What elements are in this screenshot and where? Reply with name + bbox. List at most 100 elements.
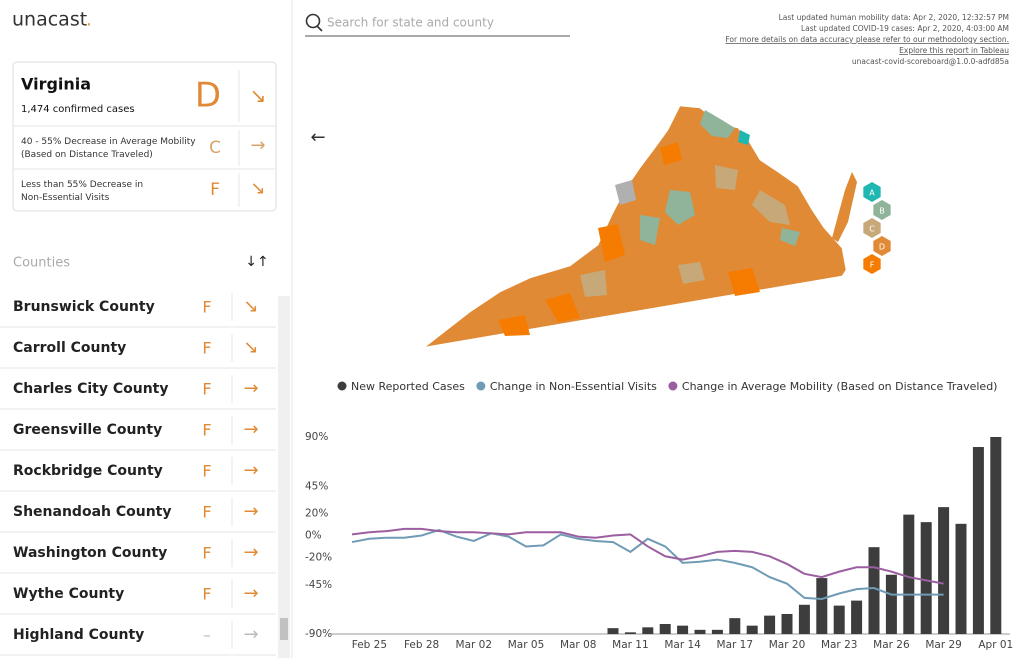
sort-button[interactable]: ↓↑ (245, 254, 268, 270)
county-trend: → (243, 501, 258, 522)
scrollbar[interactable] (278, 296, 290, 658)
bar (642, 627, 654, 634)
bar (955, 523, 967, 634)
metric-grade: C (209, 138, 221, 158)
region (715, 165, 738, 190)
county-trend: → (243, 542, 258, 563)
region (615, 180, 636, 205)
county-grade: F (202, 544, 211, 563)
search-input[interactable]: Search for state and county (327, 16, 494, 30)
county-grade: F (202, 380, 211, 399)
x-tick-label: Mar 23 (821, 639, 858, 651)
county-name[interactable]: Charles City County (13, 381, 169, 397)
state-name: Virginia (21, 75, 91, 94)
chart-legend: New Reported Cases Change in Non-Essentia… (337, 380, 998, 393)
scroll-thumb[interactable] (280, 618, 288, 640)
region (545, 293, 580, 322)
bar (764, 615, 776, 634)
legend-label: B (879, 207, 885, 216)
x-tick-label: Feb 25 (352, 639, 387, 651)
region (752, 190, 790, 225)
search-icon (316, 25, 323, 32)
region (660, 142, 682, 165)
y-tick-label: -45% (305, 579, 332, 591)
legend-marker (476, 381, 486, 391)
legend-label: A (869, 189, 875, 198)
bar (677, 625, 689, 634)
county-name[interactable]: Wythe County (13, 586, 124, 602)
back-button[interactable]: ← (310, 127, 325, 148)
info: Last updated human mobility data: Apr 2,… (725, 13, 1009, 66)
bar (816, 578, 828, 634)
bar (659, 623, 671, 634)
eastern-shore (832, 172, 857, 242)
x-tick-label: Mar 08 (560, 639, 597, 651)
county-trend: → (243, 583, 258, 604)
bar (729, 618, 741, 634)
region (728, 268, 760, 296)
state-trend: ↘ (250, 84, 267, 108)
x-tick-label: Mar 14 (664, 639, 701, 651)
logo: unacast (12, 9, 87, 31)
bar (746, 625, 758, 634)
bar (833, 605, 845, 634)
bar (972, 447, 984, 634)
bar (798, 604, 810, 634)
county-trend: ↘ (243, 296, 258, 317)
metric-grade: F (210, 180, 220, 200)
legend-label: Change in Average Mobility (Based on Dis… (682, 380, 998, 393)
x-tick-label: Mar 05 (508, 639, 545, 651)
state-grade: D (195, 76, 221, 116)
bar (868, 547, 880, 634)
map (424, 105, 857, 348)
legend-label: D (879, 243, 885, 252)
counties-title: Counties (13, 256, 70, 271)
x-tick-label: Mar 29 (925, 639, 962, 651)
bar (607, 628, 619, 634)
bar (903, 514, 915, 634)
legend-marker (337, 381, 347, 391)
line (351, 528, 944, 600)
x-tick-label: Mar 26 (873, 639, 910, 651)
legend-label: Change in Non-Essential Visits (490, 380, 657, 393)
line (351, 527, 944, 585)
county-name[interactable]: Carroll County (13, 340, 126, 356)
x-tick-label: Feb 28 (404, 639, 439, 651)
y-tick-label: 45% (305, 480, 328, 492)
county-name[interactable]: Shenandoah County (13, 504, 172, 520)
legend-marker (668, 381, 678, 391)
y-tick-label: 90% (305, 431, 328, 443)
county-grade: F (202, 462, 211, 481)
x-tick-label: Mar 20 (769, 639, 806, 651)
metric-label: 40 - 55% Decrease in Average Mobility (Ba… (21, 137, 196, 160)
county-name[interactable]: Highland County (13, 627, 144, 643)
legend-label: New Reported Cases (351, 380, 465, 393)
bar (781, 613, 793, 634)
county-name[interactable]: Rockbridge County (13, 463, 163, 479)
x-tick-label: Apr 01 (978, 639, 1013, 651)
info-line: Last updated COVID-19 cases: Apr 2, 2020… (801, 24, 1009, 33)
region (598, 224, 625, 262)
county-grade: F (202, 585, 211, 604)
legend-hex (863, 182, 881, 202)
bar (851, 600, 863, 634)
bar (920, 522, 932, 634)
x-tick-label: Mar 02 (456, 639, 493, 651)
metric-trend: → (250, 135, 265, 156)
region (665, 190, 695, 225)
bar (694, 629, 706, 634)
county-trend: → (243, 419, 258, 440)
county-name[interactable]: Brunswick County (13, 299, 155, 315)
legend-label: C (869, 225, 875, 234)
county-name[interactable]: Washington County (13, 545, 167, 561)
bar (938, 507, 950, 634)
info-line: Last updated human mobility data: Apr 2,… (779, 13, 1009, 22)
county-trend: → (243, 460, 258, 481)
county-trend: → (243, 624, 258, 645)
region (780, 228, 800, 246)
metric-label: Less than 55% Decrease in Non-Essential V… (21, 180, 143, 203)
county-name[interactable]: Greensville County (13, 422, 162, 438)
region (738, 130, 750, 145)
summary-card (12, 61, 277, 212)
